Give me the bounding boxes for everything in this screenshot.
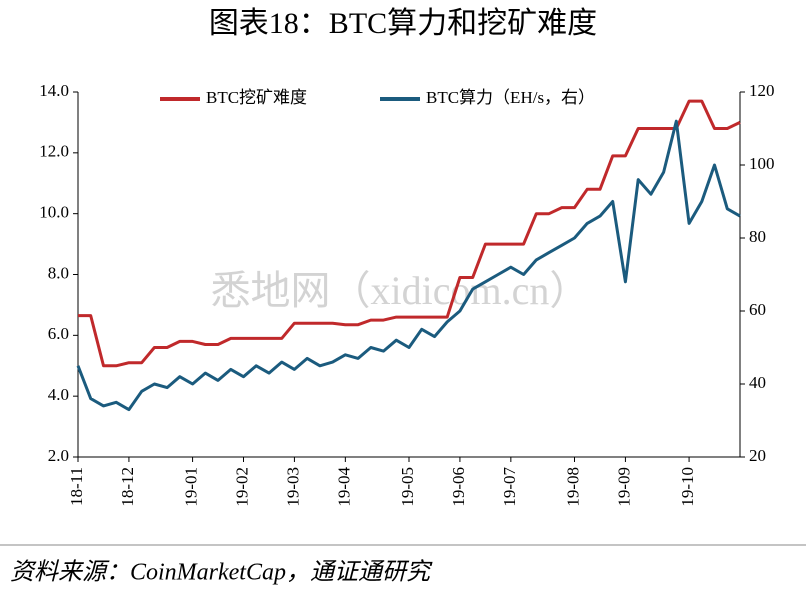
legend-label: BTC算力（EH/s，右） bbox=[426, 88, 595, 107]
y-tick-label: 4.0 bbox=[48, 385, 69, 404]
chart-title: 图表18：BTC算力和挖矿难度 bbox=[209, 7, 597, 40]
series-line bbox=[78, 99, 741, 368]
x-tick-label: 19-01 bbox=[181, 467, 200, 507]
x-tick-label: 18-11 bbox=[67, 467, 86, 506]
y2-tick-label: 20 bbox=[749, 446, 766, 465]
y2-tick-label: 120 bbox=[749, 81, 775, 100]
x-tick-label: 19-10 bbox=[678, 467, 697, 507]
y2-tick-label: 40 bbox=[749, 373, 766, 392]
x-tick-label: 19-04 bbox=[334, 467, 353, 507]
x-tick-label: 19-02 bbox=[232, 467, 251, 507]
x-tick-label: 18-12 bbox=[118, 467, 137, 507]
x-tick-label: 19-08 bbox=[563, 467, 582, 507]
watermark: 悉地网（xidicom.cn） bbox=[211, 268, 590, 313]
x-tick-label: 19-06 bbox=[449, 467, 468, 507]
series-line bbox=[76, 119, 741, 412]
y-tick-label: 12.0 bbox=[39, 142, 69, 161]
y2-tick-label: 60 bbox=[749, 300, 766, 319]
y-tick-label: 6.0 bbox=[48, 324, 69, 343]
y-tick-label: 10.0 bbox=[39, 203, 69, 222]
y2-tick-label: 100 bbox=[749, 154, 775, 173]
x-tick-label: 19-09 bbox=[614, 467, 633, 507]
x-tick-label: 19-05 bbox=[398, 467, 417, 507]
y-tick-label: 14.0 bbox=[39, 81, 69, 100]
y-tick-label: 2.0 bbox=[48, 446, 69, 465]
x-tick-label: 19-03 bbox=[283, 467, 302, 507]
y-tick-label: 8.0 bbox=[48, 263, 69, 282]
legend-label: BTC挖矿难度 bbox=[206, 88, 307, 107]
y2-tick-label: 80 bbox=[749, 227, 766, 246]
source: 资料来源：CoinMarketCap，通证通研究 bbox=[10, 559, 433, 586]
x-tick-label: 19-07 bbox=[500, 467, 519, 507]
